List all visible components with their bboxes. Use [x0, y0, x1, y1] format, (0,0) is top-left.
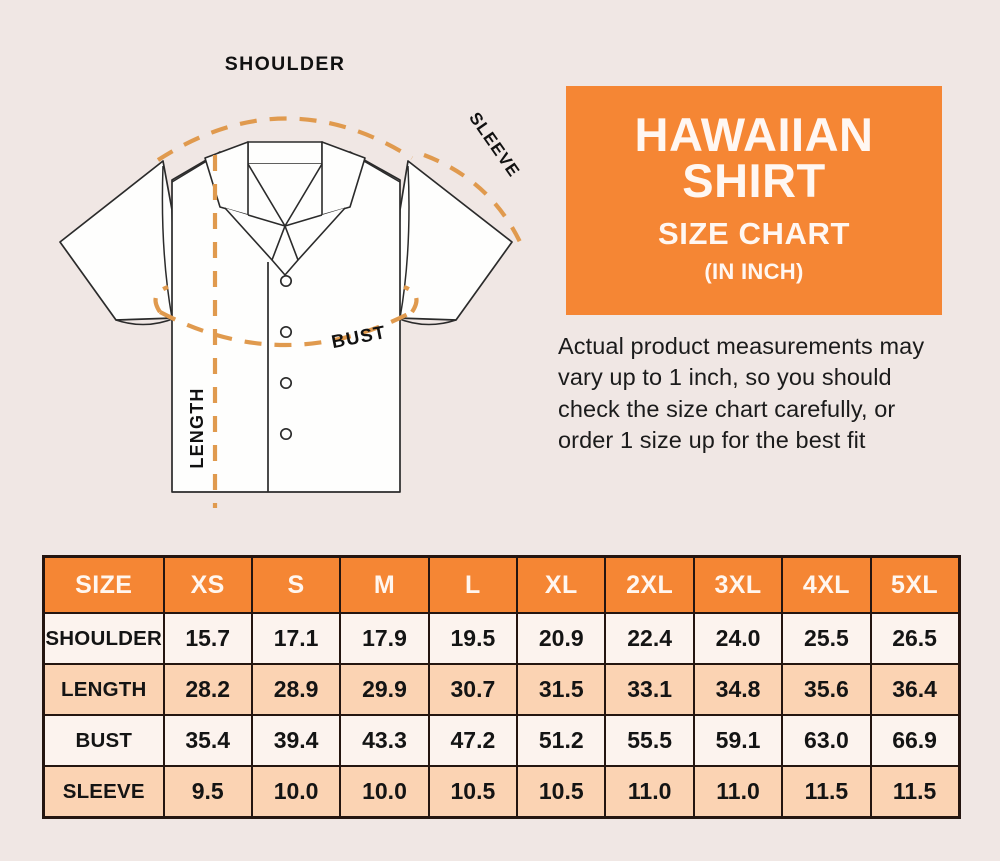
header-cell-2xl: 2XL: [604, 555, 695, 614]
shirt-button: [279, 376, 293, 390]
table-row: SLEEVE 9.5 10.0 10.0 10.5 10.5 11.0 11.0…: [42, 765, 961, 819]
sleeve-label: SLEEVE: [465, 109, 524, 181]
title-line-1: HAWAIIAN: [634, 107, 874, 161]
shirt-right-sleeve: [396, 160, 513, 321]
header-cell-3xl: 3XL: [692, 555, 784, 614]
row-label-sleeve: SLEEVE: [42, 765, 165, 819]
shirt-button: [279, 427, 293, 441]
shirt-lapel-right: [284, 207, 346, 261]
table-header-row: SIZE XS S M L XL 2XL 3XL 4XL 5XL: [42, 555, 961, 614]
cell-length-4xl: 35.6: [781, 663, 872, 716]
shirt-placket-notch: [271, 259, 299, 276]
shirt-right-armhole-seam: [399, 165, 410, 319]
shoulder-label: SHOULDER: [225, 53, 346, 75]
shirt-collar-band: [247, 141, 323, 165]
cell-sleeve-3xl: 11.0: [692, 765, 784, 819]
shirt-left-sleeve-seam: [115, 317, 176, 326]
cell-sleeve-s: 10.0: [250, 765, 342, 819]
length-label: LENGTH: [187, 387, 207, 468]
header-cell-l: L: [427, 555, 519, 614]
header-cell-s: S: [250, 555, 342, 614]
cell-length-m: 29.9: [339, 663, 430, 716]
cell-shoulder-l: 19.5: [427, 612, 519, 665]
cell-sleeve-4xl: 11.5: [781, 765, 872, 819]
title-unit-note: (IN INCH): [704, 259, 804, 285]
header-cell-5xl: 5XL: [869, 555, 961, 614]
cell-shoulder-s: 17.1: [250, 612, 342, 665]
bust-guide-right-hook: [403, 285, 419, 314]
cell-sleeve-xs: 9.5: [162, 765, 253, 819]
cell-length-l: 30.7: [427, 663, 519, 716]
cell-length-3xl: 34.8: [692, 663, 784, 716]
cell-length-2xl: 33.1: [604, 663, 695, 716]
title-subtitle: SIZE CHART: [658, 216, 850, 252]
measurement-note: Actual product measurements may vary up …: [558, 333, 925, 453]
header-cell-4xl: 4XL: [781, 555, 872, 614]
cell-length-s: 28.9: [250, 663, 342, 716]
cell-bust-3xl: 59.1: [692, 714, 784, 767]
cell-bust-4xl: 63.0: [781, 714, 872, 767]
cell-sleeve-5xl: 11.5: [869, 765, 961, 819]
cell-shoulder-xl: 20.9: [516, 612, 607, 665]
table-row: LENGTH 28.2 28.9 29.9 30.7 31.5 33.1 34.…: [42, 663, 961, 716]
cell-shoulder-xs: 15.7: [162, 612, 253, 665]
shirt-left-armhole-seam: [161, 165, 173, 319]
title-line-2: SHIRT: [682, 154, 826, 207]
table-row: BUST 35.4 39.4 43.3 47.2 51.2 55.5 59.1 …: [42, 714, 961, 767]
header-cell-size: SIZE: [42, 555, 165, 614]
shoulder-guide-arc: [156, 116, 414, 162]
row-label-bust: BUST: [42, 714, 165, 767]
sleeve-guide-arc: [423, 153, 522, 243]
cell-bust-xs: 35.4: [162, 714, 253, 767]
bust-guide-left-hook: [153, 285, 169, 314]
cell-bust-5xl: 66.9: [869, 714, 961, 767]
bust-guide-arc: [159, 310, 413, 347]
header-cell-xl: XL: [516, 555, 607, 614]
header-cell-xs: XS: [162, 555, 253, 614]
header-cell-m: M: [339, 555, 430, 614]
cell-bust-m: 43.3: [339, 714, 430, 767]
cell-shoulder-4xl: 25.5: [781, 612, 872, 665]
cell-shoulder-5xl: 26.5: [869, 612, 961, 665]
title-card: HAWAIIAN SHIRT SIZE CHART (IN INCH): [566, 86, 942, 315]
cell-bust-2xl: 55.5: [604, 714, 695, 767]
row-label-shoulder: SHOULDER: [42, 612, 165, 665]
table-row: SHOULDER 15.7 17.1 17.9 19.5 20.9 22.4 2…: [42, 612, 961, 665]
cell-length-xs: 28.2: [162, 663, 253, 716]
shirt-lapel-left: [224, 207, 286, 261]
title-main: HAWAIIAN SHIRT: [635, 111, 874, 207]
shirt-button: [279, 274, 293, 288]
shirt-left-sleeve: [59, 160, 176, 321]
cell-sleeve-l: 10.5: [427, 765, 519, 819]
shirt-right-sleeve-seam: [396, 317, 457, 326]
cell-sleeve-xl: 10.5: [516, 765, 607, 819]
cell-bust-l: 47.2: [427, 714, 519, 767]
cell-length-xl: 31.5: [516, 663, 607, 716]
cell-shoulder-2xl: 22.4: [604, 612, 695, 665]
cell-shoulder-3xl: 24.0: [692, 612, 784, 665]
size-table: SIZE XS S M L XL 2XL 3XL 4XL 5XL SHOULDE…: [42, 555, 961, 819]
shirt-button: [279, 325, 293, 339]
row-label-length: LENGTH: [42, 663, 165, 716]
shirt-illustration: SHOULDER SLEEVE BUST LENGTH: [20, 30, 550, 520]
cell-sleeve-2xl: 11.0: [604, 765, 695, 819]
cell-shoulder-m: 17.9: [339, 612, 430, 665]
cell-bust-xl: 51.2: [516, 714, 607, 767]
size-table-container: SIZE XS S M L XL 2XL 3XL 4XL 5XL SHOULDE…: [42, 555, 961, 819]
cell-sleeve-m: 10.0: [339, 765, 430, 819]
cell-length-5xl: 36.4: [869, 663, 961, 716]
cell-bust-s: 39.4: [250, 714, 342, 767]
